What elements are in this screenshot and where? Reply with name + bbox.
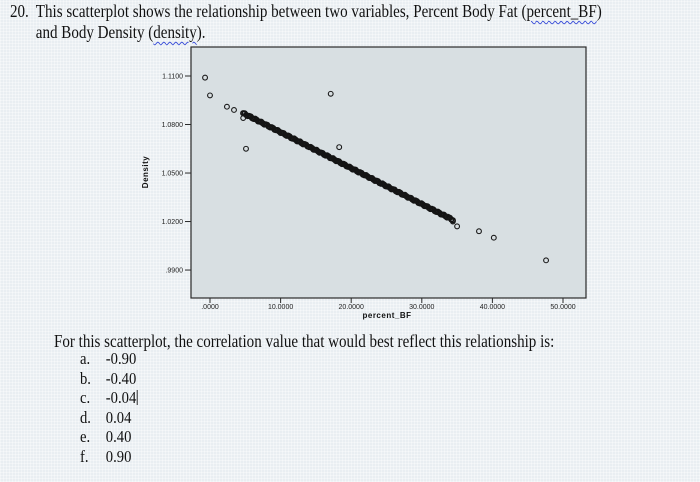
- option-value: 0.04: [105, 407, 132, 427]
- y-tick-label: 1.0500: [162, 171, 184, 178]
- prompt-text: For this scatterplot, the correlation va…: [54, 331, 555, 351]
- data-point: [207, 92, 213, 99]
- answer-options: a. -0.90 b. -0.40 c. -0.04 d. 0.04 e. 0.40 f.…: [80, 349, 157, 466]
- option-value: 0.40: [105, 427, 132, 446]
- y-axis: 1.1100 1.0800 1.0500 1.0200 .9900: [162, 74, 191, 275]
- x-tick-label: .0000: [201, 304, 219, 311]
- data-point: [543, 257, 550, 264]
- data-point: [454, 223, 461, 230]
- y-tick-label: 1.1100: [162, 74, 183, 81]
- x-axis-title: percent_BF: [362, 311, 411, 320]
- option-letter: a.: [80, 349, 91, 368]
- scatter-points: [202, 74, 550, 264]
- option-d[interactable]: d. 0.04: [80, 408, 157, 428]
- question-text-1: This scatterplot shows the relationship …: [35, 1, 527, 21]
- dense-point-cluster: [240, 110, 456, 224]
- data-point: [327, 90, 334, 97]
- plot-area: [190, 46, 587, 299]
- option-e[interactable]: e. 0.40: [80, 427, 157, 447]
- option-letter: c.: [80, 388, 91, 407]
- option-f[interactable]: f. 0.90: [80, 447, 157, 467]
- question-text-2: and Body Density (: [35, 22, 154, 42]
- variable-x-name: percent_BF: [526, 1, 597, 21]
- variable-y-name: density: [153, 22, 197, 42]
- scatterplot: 1.1100 1.0800 1.0500 1.0200 .9900 .0000 10.00…: [141, 46, 587, 320]
- text-cursor: [137, 390, 138, 405]
- option-letter: e.: [80, 427, 91, 446]
- y-axis-title: Density: [141, 156, 150, 188]
- question-number: 20.: [10, 1, 29, 21]
- x-tick-label: 40.0000: [480, 304, 505, 311]
- question-text-2-end: ).: [196, 22, 206, 42]
- x-tick-label: 30.0000: [409, 304, 434, 311]
- option-value: -0.40: [105, 368, 137, 388]
- option-b[interactable]: b. -0.40: [80, 369, 157, 389]
- x-axis: .0000 10.0000 20.0000 30.0000 40.0000 50.0000: [201, 298, 576, 311]
- option-letter: b.: [80, 368, 91, 388]
- data-point: [449, 218, 456, 225]
- data-point: [243, 145, 249, 152]
- option-c[interactable]: c. -0.04: [80, 388, 157, 408]
- option-value: 0.90: [105, 446, 132, 466]
- y-tick-label: 1.0800: [162, 122, 184, 129]
- option-value: -0.90: [105, 349, 137, 368]
- option-letter: f.: [80, 446, 89, 466]
- data-point: [202, 74, 209, 81]
- data-point: [490, 234, 497, 241]
- y-tick-label: .9900: [165, 268, 183, 275]
- y-tick-label: 1.0200: [162, 219, 184, 226]
- question-title: 20. This scatterplot shows the relationsh…: [10, 1, 603, 43]
- question-text-1-end: ): [596, 1, 602, 21]
- data-point: [444, 213, 451, 220]
- data-point: [223, 103, 230, 110]
- data-point: [336, 144, 343, 151]
- x-tick-label: 50.0000: [550, 304, 575, 311]
- option-value: -0.04: [105, 388, 137, 407]
- option-a[interactable]: a. -0.90: [80, 349, 157, 369]
- x-tick-label: 20.0000: [339, 304, 364, 311]
- option-letter: d.: [80, 407, 91, 427]
- data-point: [240, 115, 247, 121]
- data-point: [476, 228, 482, 235]
- x-tick-label: 10.0000: [268, 304, 293, 311]
- data-point: [231, 107, 237, 113]
